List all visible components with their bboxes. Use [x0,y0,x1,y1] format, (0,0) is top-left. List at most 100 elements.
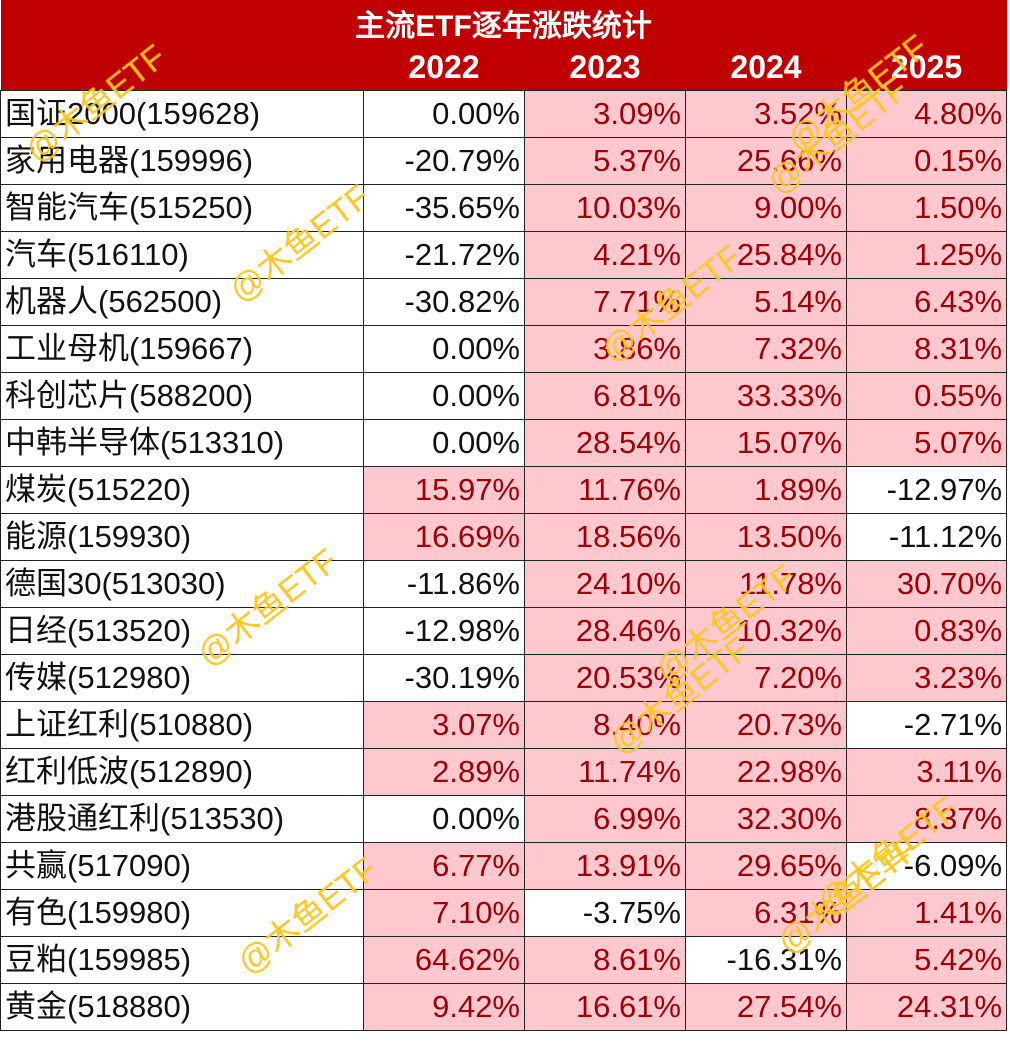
year-header-2025: 2025 [846,45,1007,91]
return-cell-2025: 5.42% [845,936,1008,984]
return-cell-2024: 3.52% [685,90,847,138]
table-title: 主流ETF逐年涨跌统计 [0,0,1007,45]
return-cell-2022: 15.97% [363,466,525,514]
return-cell-2022: 0.00% [363,419,525,467]
etf-name-cell: 国证2000(159628) [0,90,364,138]
return-cell-2024: 13.50% [685,513,847,561]
return-cell-2025: 3.11% [845,748,1008,796]
etf-name-cell: 汽车(516110) [0,231,364,279]
return-cell-2024: 5.14% [685,278,847,326]
return-cell-2024: 11.78% [685,560,847,608]
table-row: 煤炭(515220) 15.97% 11.76% 1.89% -12.97% [0,466,1008,514]
etf-name-cell: 中韩半导体(513310) [0,419,364,467]
table-row: 机器人(562500) -30.82% 7.71% 5.14% 6.43% [0,278,1008,326]
etf-name-cell: 豆粕(159985) [0,936,364,984]
table-row: 中韩半导体(513310) 0.00% 28.54% 15.07% 5.07% [0,419,1008,467]
etf-yearly-return-table-container: 主流ETF逐年涨跌统计 2022 2023 2024 2025 国证2000(1… [0,0,1008,1031]
return-cell-2022: -12.98% [363,607,525,655]
return-cell-2023: 7.71% [524,278,686,326]
table-row: 港股通红利(513530) 0.00% 6.99% 32.30% 8.37% [0,795,1008,843]
return-cell-2023: 6.99% [524,795,686,843]
table-body: 国证2000(159628) 0.00% 3.09% 3.52% 4.80% 家用电器(1… [0,90,1008,1031]
return-cell-2025: -11.12% [845,513,1008,561]
return-cell-2025: 1.41% [845,889,1008,937]
etf-name-cell: 能源(159930) [0,513,364,561]
return-cell-2023: 20.53% [524,654,686,702]
table-row: 豆粕(159985) 64.62% 8.61% -16.31% 5.42% [0,936,1008,984]
etf-name-cell: 科创芯片(588200) [0,372,364,420]
etf-name-cell: 工业母机(159667) [0,325,364,373]
year-header-2024: 2024 [685,45,847,91]
etf-yearly-return-table: 主流ETF逐年涨跌统计 2022 2023 2024 2025 国证2000(1… [0,0,1008,1031]
etf-name-cell: 共赢(517090) [0,842,364,890]
return-cell-2022: 6.77% [363,842,525,890]
return-cell-2022: 7.10% [363,889,525,937]
return-cell-2024: 7.32% [685,325,847,373]
return-cell-2024: 27.54% [685,983,847,1031]
return-cell-2022: 0.00% [363,325,525,373]
table-row: 黄金(518880) 9.42% 16.61% 27.54% 24.31% [0,983,1008,1031]
table-row: 德国30(513030) -11.86% 24.10% 11.78% 30.70% [0,560,1008,608]
return-cell-2025: -2.71% [845,701,1008,749]
etf-name-cell: 机器人(562500) [0,278,364,326]
return-cell-2022: -30.82% [363,278,525,326]
table-row: 科创芯片(588200) 0.00% 6.81% 33.33% 0.55% [0,372,1008,420]
return-cell-2022: -21.72% [363,231,525,279]
return-cell-2023: 8.61% [524,936,686,984]
return-cell-2024: -16.31% [685,936,847,984]
return-cell-2023: 28.46% [524,607,686,655]
return-cell-2025: 3.23% [845,654,1008,702]
return-cell-2023: 10.03% [524,184,686,232]
return-cell-2023: 18.56% [524,513,686,561]
return-cell-2023: 3.09% [524,90,686,138]
return-cell-2024: 25.84% [685,231,847,279]
table-row: 能源(159930) 16.69% 18.56% 13.50% -11.12% [0,513,1008,561]
return-cell-2023: 4.21% [524,231,686,279]
year-header-2022: 2022 [363,45,525,91]
etf-name-cell: 黄金(518880) [0,983,364,1031]
return-cell-2025: 1.50% [845,184,1008,232]
return-cell-2025: 30.70% [845,560,1008,608]
return-cell-2022: 0.00% [363,372,525,420]
return-cell-2025: 0.55% [845,372,1008,420]
title-row: 主流ETF逐年涨跌统计 [0,0,1007,45]
return-cell-2024: 29.65% [685,842,847,890]
table-row: 家用电器(159996) -20.79% 5.37% 25.66% 0.15% [0,137,1008,185]
table-row: 红利低波(512890) 2.89% 11.74% 22.98% 3.11% [0,748,1008,796]
return-cell-2023: 16.61% [524,983,686,1031]
return-cell-2023: 28.54% [524,419,686,467]
return-cell-2023: -3.75% [524,889,686,937]
table-row: 上证红利(510880) 3.07% 8.40% 20.73% -2.71% [0,701,1008,749]
table-row: 传媒(512980) -30.19% 20.53% 7.20% 3.23% [0,654,1008,702]
year-header-2023: 2023 [524,45,686,91]
etf-name-cell: 德国30(513030) [0,560,364,608]
etf-name-cell: 家用电器(159996) [0,137,364,185]
return-cell-2022: 0.00% [363,90,525,138]
return-cell-2022: 64.62% [363,936,525,984]
return-cell-2025: 0.83% [845,607,1008,655]
return-cell-2022: -20.79% [363,137,525,185]
return-cell-2024: 32.30% [685,795,847,843]
return-cell-2022: 2.89% [363,748,525,796]
table-row: 有色(159980) 7.10% -3.75% 6.31% 1.41% [0,889,1008,937]
return-cell-2023: 6.81% [524,372,686,420]
return-cell-2024: 25.66% [685,137,847,185]
return-cell-2025: 8.37% [845,795,1008,843]
return-cell-2025: 6.43% [845,278,1008,326]
etf-name-cell: 港股通红利(513530) [0,795,364,843]
return-cell-2023: 8.40% [524,701,686,749]
return-cell-2023: 5.37% [524,137,686,185]
return-cell-2022: -35.65% [363,184,525,232]
etf-name-cell: 红利低波(512890) [0,748,364,796]
return-cell-2025: 4.80% [845,90,1008,138]
return-cell-2022: -30.19% [363,654,525,702]
table-row: 国证2000(159628) 0.00% 3.09% 3.52% 4.80% [0,90,1008,138]
return-cell-2024: 6.31% [685,889,847,937]
return-cell-2025: 1.25% [845,231,1008,279]
etf-name-cell: 传媒(512980) [0,654,364,702]
return-cell-2024: 33.33% [685,372,847,420]
table-row: 日经(513520) -12.98% 28.46% 10.32% 0.83% [0,607,1008,655]
return-cell-2023: 24.10% [524,560,686,608]
return-cell-2022: 9.42% [363,983,525,1031]
etf-name-cell: 日经(513520) [0,607,364,655]
